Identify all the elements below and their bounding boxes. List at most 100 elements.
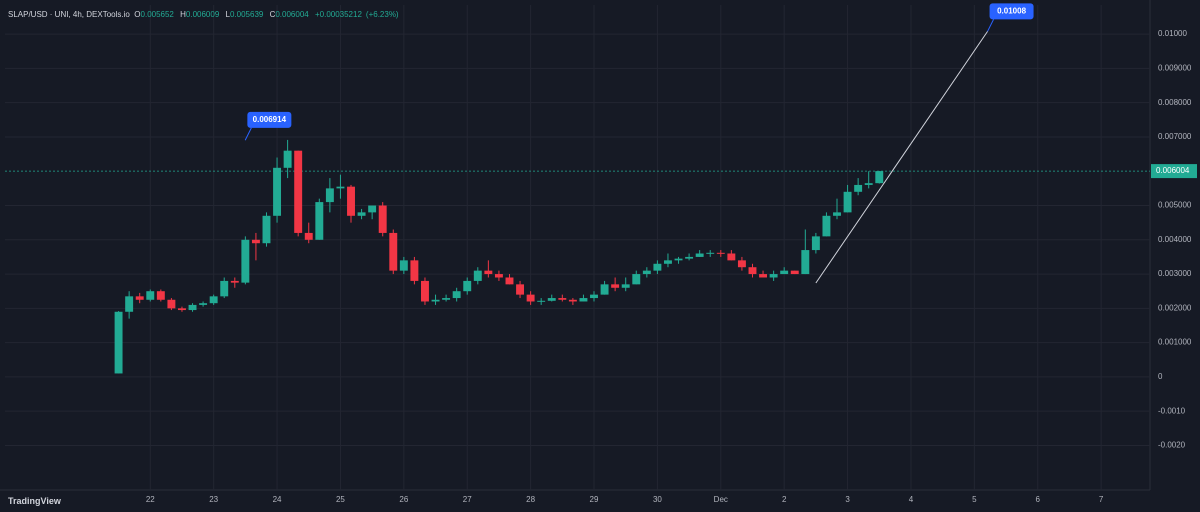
candle-body (188, 304, 197, 311)
y-tick-label: 0.003000 (1158, 269, 1192, 278)
brand[interactable]: TradingView (8, 496, 61, 506)
candle-body (273, 167, 282, 216)
high-callout-stem (244, 127, 252, 141)
candle-body (590, 294, 598, 299)
high-marker (244, 139, 246, 141)
candle-body (611, 284, 620, 288)
x-tick-label: 7 (1099, 495, 1104, 504)
candle-body (653, 263, 662, 271)
candle-body (642, 270, 651, 275)
candle-body (135, 296, 144, 300)
open-value: 0.005652 (140, 10, 174, 19)
candle-body (632, 274, 641, 285)
candle-body (727, 253, 736, 261)
x-tick-label: 4 (909, 495, 914, 504)
trend-line (815, 31, 988, 284)
candle-body (505, 277, 514, 285)
candle-body (811, 236, 820, 251)
y-tick-label: 0.009000 (1158, 64, 1192, 73)
candle-body (347, 186, 355, 216)
candle-body (695, 253, 704, 257)
candle-body (558, 298, 567, 300)
candle-body (241, 239, 250, 283)
x-tick-label: 26 (399, 495, 408, 504)
candle-body (875, 171, 884, 184)
candle-body (685, 256, 694, 259)
candle-body (801, 250, 810, 275)
candle-body (336, 186, 345, 189)
candle-body (621, 284, 630, 288)
candle-body (579, 298, 588, 302)
candle-body (759, 274, 768, 278)
y-tick-label: 0 (1158, 372, 1163, 381)
candle-body (780, 270, 789, 275)
o-letter: O (134, 10, 141, 19)
candle-body (706, 252, 715, 254)
candle-body (484, 270, 493, 275)
y-tick-label: 0.008000 (1158, 98, 1192, 107)
candle-body (410, 260, 419, 281)
candle-body (568, 299, 577, 302)
candle-body (674, 258, 683, 261)
candle-body (748, 267, 757, 275)
h-letter: H (180, 10, 186, 19)
candle-body (209, 296, 218, 304)
trend-callout-stem (987, 19, 995, 32)
change: +0.00035212 (314, 10, 362, 19)
x-tick-label: 3 (845, 495, 850, 504)
candle-body (442, 298, 451, 300)
candle-body (304, 232, 313, 240)
candle-body (199, 303, 208, 305)
low-value: 0.005639 (229, 10, 264, 19)
candle-body (790, 270, 799, 275)
x-tick-label: 28 (526, 495, 535, 504)
x-tick-label: 29 (590, 495, 599, 504)
candle-body (833, 212, 841, 216)
y-tick-label: 0.004000 (1158, 235, 1192, 244)
candle-body (494, 274, 503, 278)
x-tick-label: 22 (146, 495, 155, 504)
candle-body (431, 299, 440, 302)
symbol-title: SLAP/USD · UNI, 4h, DEXTools.io (8, 10, 130, 19)
candle-body (156, 291, 165, 300)
x-tick-label: 24 (273, 495, 282, 504)
candle-body (473, 270, 482, 281)
candle-body (167, 299, 176, 309)
y-tick-label: 0.005000 (1158, 201, 1192, 210)
x-tick-label: 2 (782, 495, 787, 504)
x-tick-label: 27 (463, 495, 472, 504)
x-tick-label: Dec (714, 495, 728, 504)
high-value: 0.006009 (185, 10, 220, 19)
candle-body (399, 260, 408, 271)
candle-body (315, 202, 324, 240)
x-tick-label: 23 (209, 495, 218, 504)
y-tick-label: 0.001000 (1158, 338, 1192, 347)
candle-body (854, 184, 863, 192)
change-pct: (+6.23%) (365, 10, 399, 19)
candle-body (146, 291, 155, 300)
close-value: 0.006004 (275, 10, 309, 19)
candle-body (843, 191, 852, 213)
y-tick-label: -0.0010 (1158, 406, 1186, 415)
high-callout: 0.006914 (253, 115, 287, 124)
candle-body (125, 296, 134, 312)
candle-body (600, 284, 609, 295)
trend-callout: 0.01008 (997, 7, 1026, 16)
y-tick-label: 0.002000 (1158, 303, 1192, 312)
candle-body (547, 298, 556, 301)
y-tick-label: 0.01000 (1158, 29, 1187, 38)
trend-callout-box (989, 3, 1034, 20)
y-tick-label: 0.007000 (1158, 132, 1192, 141)
candle-body (368, 205, 377, 213)
x-tick-label: 5 (972, 495, 977, 504)
candle-body (864, 183, 873, 185)
x-tick-label: 6 (1036, 495, 1041, 504)
candle-body (452, 291, 461, 299)
candle-body (262, 215, 271, 244)
x-tick-label: 30 (653, 495, 662, 504)
candle-body (114, 311, 123, 374)
last-price-label: 0.006004 (1156, 166, 1190, 175)
candle-body (537, 300, 546, 302)
